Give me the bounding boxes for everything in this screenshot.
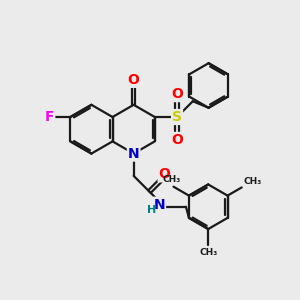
Text: N: N [128,147,140,160]
Text: O: O [159,167,170,182]
Text: F: F [45,110,54,124]
Text: S: S [172,110,182,124]
Text: O: O [171,87,183,101]
Text: N: N [153,198,165,212]
Text: CH₃: CH₃ [163,175,181,184]
Text: CH₃: CH₃ [243,177,261,186]
Text: O: O [128,73,140,87]
Text: CH₃: CH₃ [199,248,218,257]
Text: H: H [147,205,157,215]
Text: O: O [171,133,183,147]
